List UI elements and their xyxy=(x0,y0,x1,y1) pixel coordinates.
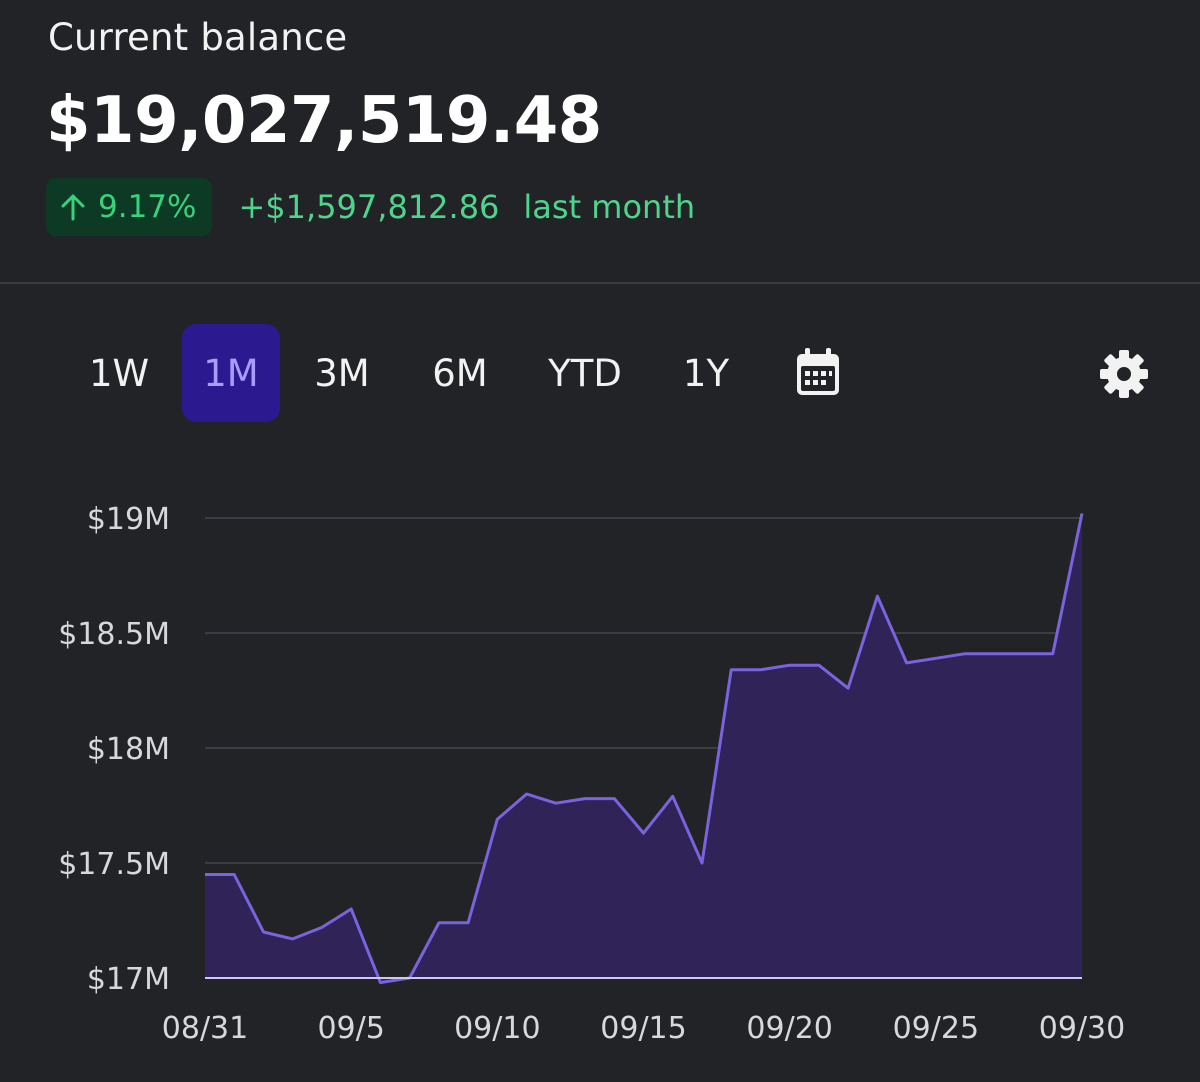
balance-chart: $17M$17.5M$18M$18.5M$19M 08/31 09/5 09/10 0… xyxy=(58,502,1125,1046)
y-axis-labels: $17M $17.5M $18M $18.5M $19M xyxy=(58,502,170,997)
range-1w[interactable]: 1W xyxy=(88,351,150,395)
range-1m[interactable]: 1M xyxy=(182,324,280,422)
x-tick-label: 09/10 xyxy=(454,1011,540,1046)
divider xyxy=(0,282,1200,284)
x-tick-label: 09/20 xyxy=(746,1011,832,1046)
calendar-button[interactable] xyxy=(790,344,846,400)
x-tick-label: 09/25 xyxy=(893,1011,979,1046)
y-tick-label: $17.5M xyxy=(58,847,170,882)
calendar-icon xyxy=(797,348,839,395)
range-1y[interactable]: 1Y xyxy=(682,351,730,395)
settings-button[interactable] xyxy=(1096,346,1152,402)
x-tick-label: 09/30 xyxy=(1039,1011,1125,1046)
range-3m[interactable]: 3M xyxy=(314,351,370,395)
change-summary: 9.17% +$1,597,812.86 last month xyxy=(46,178,695,236)
arrow-up-icon xyxy=(61,194,85,221)
gear-icon xyxy=(1100,350,1148,398)
x-tick-label: 09/5 xyxy=(317,1011,384,1046)
x-tick-label: 08/31 xyxy=(162,1011,248,1046)
y-tick-label: $18M xyxy=(87,732,170,767)
change-period: last month xyxy=(523,188,696,226)
page-title: Current balance xyxy=(48,16,348,59)
y-tick-label: $17M xyxy=(87,962,170,997)
x-tick-label: 09/15 xyxy=(600,1011,686,1046)
chart-line xyxy=(205,513,1084,985)
range-6m[interactable]: 6M xyxy=(432,351,488,395)
chart-area xyxy=(205,513,1082,983)
y-tick-label: $18.5M xyxy=(58,617,170,652)
change-percent: 9.17% xyxy=(98,189,197,225)
change-badge: 9.17% xyxy=(46,178,213,236)
x-axis-labels: 08/31 09/5 09/10 09/15 09/20 09/25 09/30 xyxy=(162,1011,1125,1046)
change-amount: +$1,597,812.86 xyxy=(238,188,500,226)
range-ytd[interactable]: YTD xyxy=(548,351,622,395)
current-balance: $19,027,519.48 xyxy=(46,84,602,158)
y-tick-label: $19M xyxy=(87,502,170,537)
